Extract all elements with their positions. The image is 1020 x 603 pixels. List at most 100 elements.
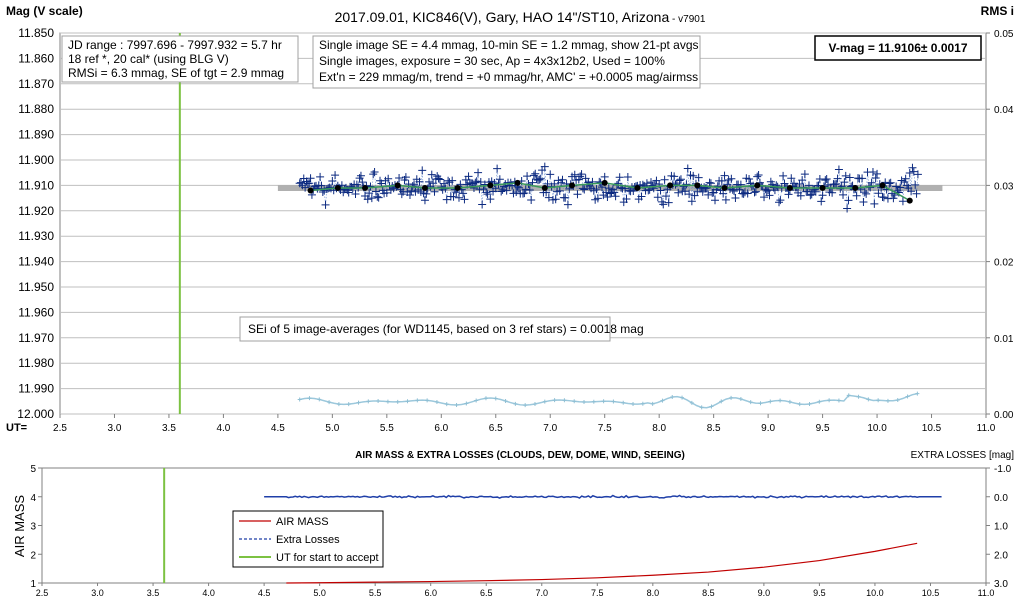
single-image-point xyxy=(775,198,784,207)
single-image-point xyxy=(754,171,763,180)
info-box-1-line: JD range : 7997.696 - 7997.932 = 5.7 hr xyxy=(68,38,282,52)
chart-labels: 11.850 11.860 11.870 11.880 11.890 11.900 11.9… xyxy=(6,4,1014,598)
bottom-y2-tick-label: -1.0 xyxy=(994,464,1012,475)
sei-text: SEi of 5 image-averages (for WD1145, bas… xyxy=(248,322,644,336)
rms-point xyxy=(503,398,508,403)
rms-point xyxy=(670,395,675,400)
single-image-point xyxy=(370,167,379,176)
single-image-point xyxy=(839,190,848,199)
rms-point xyxy=(660,398,665,403)
single-image-point xyxy=(577,170,586,179)
single-image-point xyxy=(905,169,914,178)
bottom-x-tick-label: 6.5 xyxy=(480,588,493,598)
rms-point xyxy=(719,399,724,404)
single-image-point xyxy=(706,179,715,188)
single-image-point xyxy=(909,167,918,176)
single-image-point xyxy=(469,183,478,192)
top-x-tick-label: 10.5 xyxy=(922,423,942,434)
single-image-point xyxy=(818,191,827,200)
average-point xyxy=(634,184,641,191)
single-image-point xyxy=(907,187,916,196)
single-image-point xyxy=(670,172,679,181)
rms-point xyxy=(621,400,626,405)
single-image-point xyxy=(649,184,658,193)
single-image-point xyxy=(765,191,774,200)
top-y-tick-label: 11.910 xyxy=(18,178,54,192)
single-image-point xyxy=(843,204,852,213)
rms-point xyxy=(836,398,841,403)
rms-point xyxy=(483,396,488,401)
single-image-point xyxy=(454,193,463,202)
single-image-point xyxy=(574,175,583,184)
top-y-tick-label: 11.950 xyxy=(18,280,54,294)
rms-point xyxy=(532,401,537,406)
single-image-point xyxy=(745,175,754,184)
single-image-point xyxy=(743,189,752,198)
single-image-point xyxy=(536,174,545,183)
top-x-tick-label: 11.0 xyxy=(977,423,996,434)
info-box-2 xyxy=(312,35,701,89)
single-image-point xyxy=(301,183,310,192)
top-x-tick-label: 9.5 xyxy=(816,423,830,434)
bottom-y2-tick-label: 2.0 xyxy=(994,550,1008,561)
single-image-point xyxy=(717,176,726,185)
single-image-point xyxy=(852,191,861,200)
single-image-point xyxy=(592,185,601,194)
top-y-axis-label: Mag (V scale) xyxy=(6,4,83,18)
single-image-point xyxy=(879,193,888,202)
single-image-point xyxy=(523,172,532,181)
bottom-x-tick-label: 5.5 xyxy=(369,588,382,598)
top-y-tick-label: 11.960 xyxy=(18,305,54,319)
single-image-point xyxy=(629,186,638,195)
single-image-point xyxy=(573,190,582,199)
single-image-point xyxy=(588,177,597,186)
single-image-point xyxy=(611,192,620,201)
single-image-point xyxy=(527,196,536,205)
single-image-point xyxy=(713,182,722,191)
single-image-point xyxy=(830,180,839,189)
single-image-point xyxy=(675,176,684,185)
single-image-point xyxy=(660,175,669,184)
average-point xyxy=(819,184,826,191)
single-image-point xyxy=(674,188,683,197)
single-image-point xyxy=(371,187,380,196)
single-image-point xyxy=(472,177,481,186)
bottom-x-tick-label: 7.0 xyxy=(536,588,549,598)
single-image-point xyxy=(873,169,882,178)
rms-point xyxy=(493,396,498,401)
single-image-point xyxy=(495,175,504,184)
single-image-point xyxy=(787,174,796,183)
single-image-point xyxy=(474,168,483,177)
single-image-point xyxy=(313,184,322,193)
rms-point xyxy=(327,400,332,405)
single-image-point xyxy=(637,192,646,201)
single-image-point xyxy=(681,187,690,196)
average-point xyxy=(721,184,728,191)
single-image-point xyxy=(784,190,793,199)
rms-series-line xyxy=(299,392,918,409)
single-image-point xyxy=(580,185,589,194)
info-box-2-line: Single images, exposure = 30 sec, Ap = 4… xyxy=(319,54,665,68)
single-image-point xyxy=(374,193,383,202)
rms-point xyxy=(523,403,528,408)
single-image-point xyxy=(730,186,739,195)
top-x-tick-label: 3.0 xyxy=(108,423,122,434)
single-image-point xyxy=(512,187,521,196)
single-image-point xyxy=(482,188,491,197)
single-image-point xyxy=(647,178,656,187)
rms-point xyxy=(905,394,910,399)
single-image-point xyxy=(448,176,457,185)
single-image-point xyxy=(558,175,567,184)
single-image-point xyxy=(753,172,762,181)
rms-point xyxy=(366,399,371,404)
single-image-point xyxy=(702,183,711,192)
single-image-point xyxy=(858,174,867,183)
single-image-point xyxy=(420,196,429,205)
rms-point xyxy=(542,399,547,404)
single-image-point xyxy=(664,198,673,207)
single-image-point xyxy=(642,179,651,188)
rms-point xyxy=(297,397,302,402)
single-image-point xyxy=(622,195,631,204)
single-image-point xyxy=(653,193,662,202)
single-image-point xyxy=(493,164,502,173)
